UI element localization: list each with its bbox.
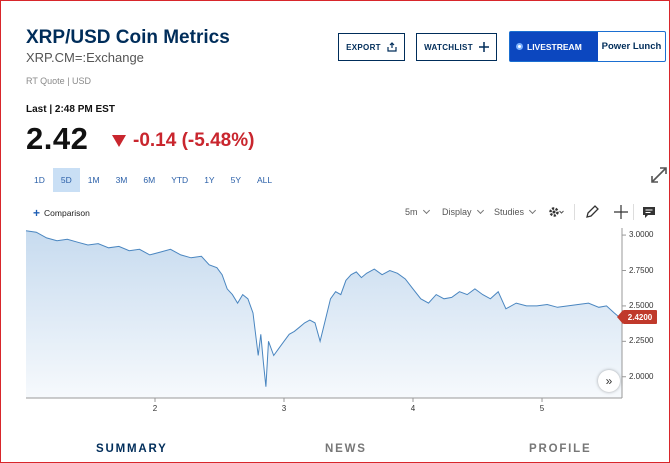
plus-icon: [478, 42, 489, 52]
price-line: [25, 230, 622, 387]
range-5d[interactable]: 5D: [52, 168, 80, 192]
price-chart-svg: [25, 228, 626, 402]
y-tick-label: 2.7500: [629, 265, 654, 275]
pencil-icon[interactable]: [583, 203, 601, 221]
chevron-down-icon: [422, 206, 430, 215]
chevron-down-icon: [476, 206, 484, 215]
comparison-label: Comparison: [44, 208, 90, 218]
comparison-button[interactable]: + Comparison: [33, 206, 90, 220]
live-dot-icon: [516, 43, 523, 50]
last-price: 2.42: [26, 121, 89, 156]
scroll-to-latest-button[interactable]: »: [598, 370, 620, 392]
toolbar-divider: [633, 204, 634, 220]
price-chart[interactable]: 2.4200 » 3.0000 2.7500 2.5000 2.2500 2.0000 2…: [25, 228, 660, 418]
studies-dropdown[interactable]: Studies: [494, 206, 537, 217]
tab-profile[interactable]: PROFILE: [529, 443, 592, 455]
toolbar-divider: [574, 204, 575, 220]
x-tick-label: 3: [281, 404, 287, 413]
tab-news[interactable]: NEWS: [325, 443, 367, 455]
display-dropdown[interactable]: Display: [442, 206, 484, 217]
livestream-button[interactable]: LIVESTREAM Power Lunch: [509, 31, 666, 62]
range-all[interactable]: ALL: [257, 175, 273, 185]
price-area-fill: [26, 230, 622, 398]
plus-icon: +: [33, 206, 41, 220]
y-tick-label: 2.2500: [629, 336, 654, 346]
share-icon: [387, 42, 397, 52]
range-1m[interactable]: 1M: [87, 175, 100, 185]
x-tick-label: 5: [539, 404, 545, 413]
symbol-label: XRP.CM=:Exchange: [26, 50, 144, 65]
export-button[interactable]: EXPORT: [338, 33, 405, 61]
page-title: XRP/USD Coin Metrics: [26, 27, 230, 48]
range-5y[interactable]: 5Y: [230, 175, 241, 185]
chart-toolbar: + Comparison 5m Display Studies: [26, 200, 660, 226]
range-1y[interactable]: 1Y: [204, 175, 215, 185]
triangle-down-icon: [112, 135, 126, 147]
rt-quote-label: RT Quote | USD: [26, 76, 92, 86]
range-3m[interactable]: 3M: [115, 175, 128, 185]
range-6m[interactable]: 6M: [143, 175, 156, 185]
gear-icon[interactable]: [546, 203, 564, 221]
quote-tabs: SUMMARY NEWS PROFILE: [26, 443, 660, 463]
watchlist-button[interactable]: WATCHLIST: [416, 33, 497, 61]
price-change: -0.14 (-5.48%): [111, 130, 254, 152]
tab-summary[interactable]: SUMMARY: [96, 443, 168, 455]
range-ytd[interactable]: YTD: [171, 175, 189, 185]
y-tick-label: 2.0000: [629, 371, 654, 381]
livestream-show: Power Lunch: [601, 41, 662, 52]
livestream-label: LIVESTREAM: [527, 41, 582, 52]
price-change-value: -0.14 (-5.48%): [133, 130, 255, 151]
interval-label: 5m: [405, 207, 418, 217]
x-tick-label: 4: [410, 404, 416, 413]
crosshair-icon[interactable]: [612, 203, 630, 221]
export-label: EXPORT: [346, 42, 381, 52]
watchlist-label: WATCHLIST: [424, 42, 473, 52]
expand-icon[interactable]: [650, 166, 668, 184]
y-tick-label: 3.0000: [629, 230, 654, 240]
comment-icon[interactable]: [640, 203, 658, 221]
range-selector: 1D 5D 1M 3M 6M YTD 1Y 5Y ALL: [26, 168, 280, 192]
x-tick-label: 2: [152, 404, 158, 413]
livestream-badge: LIVESTREAM: [510, 32, 598, 61]
double-chevron-right-icon: »: [605, 374, 613, 388]
chevron-down-icon: [528, 206, 537, 215]
range-1d[interactable]: 1D: [34, 175, 45, 185]
display-label: Display: [442, 207, 472, 217]
interval-dropdown[interactable]: 5m: [405, 206, 430, 217]
studies-label: Studies: [494, 207, 525, 217]
last-price-tag: 2.4200: [617, 310, 657, 325]
last-time-label: Last | 2:48 PM EST: [26, 104, 115, 115]
y-tick-label: 2.5000: [629, 300, 654, 310]
